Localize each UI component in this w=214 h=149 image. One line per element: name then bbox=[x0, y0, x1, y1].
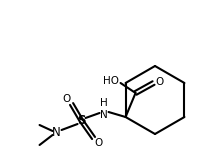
Text: O: O bbox=[62, 94, 71, 104]
Text: S: S bbox=[77, 114, 86, 128]
Text: HO: HO bbox=[103, 76, 119, 86]
Text: N: N bbox=[52, 127, 61, 139]
Text: O: O bbox=[94, 138, 103, 148]
Text: O: O bbox=[155, 77, 164, 87]
Text: H
N: H N bbox=[100, 98, 107, 120]
